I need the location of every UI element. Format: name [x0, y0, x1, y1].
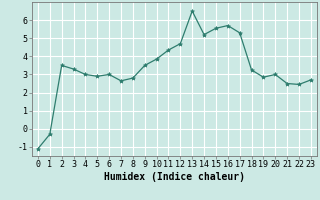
- X-axis label: Humidex (Indice chaleur): Humidex (Indice chaleur): [104, 172, 245, 182]
